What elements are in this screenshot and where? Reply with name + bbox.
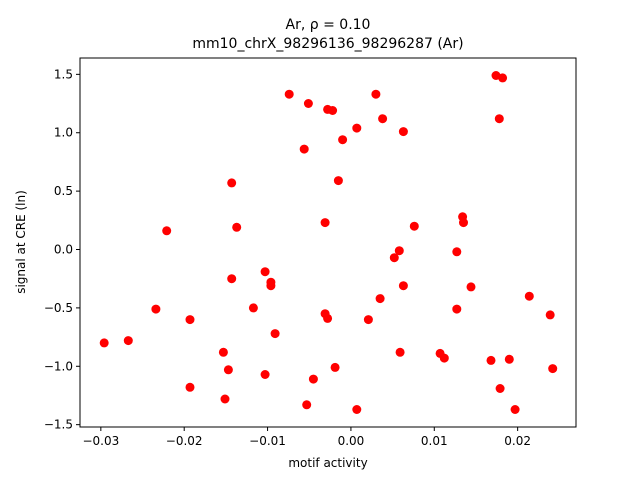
data-point	[378, 114, 388, 124]
data-point	[545, 310, 555, 320]
data-point	[123, 336, 133, 346]
y-tick-label: 1.5	[54, 67, 73, 81]
data-point	[452, 247, 462, 257]
chart-title-line-1: Ar, ρ = 0.10	[286, 17, 371, 33]
x-tick-label: 0.00	[338, 434, 365, 448]
data-point	[494, 114, 504, 124]
data-point	[363, 315, 373, 325]
data-point	[266, 281, 276, 291]
data-point	[320, 218, 330, 228]
data-point	[371, 89, 381, 99]
data-point	[223, 365, 233, 375]
data-point	[486, 355, 496, 365]
y-tick-label: 0.0	[54, 243, 73, 257]
data-point	[352, 405, 362, 414]
data-point	[394, 246, 404, 256]
data-point	[232, 222, 242, 232]
data-point	[495, 384, 505, 393]
data-point	[299, 144, 309, 154]
data-point	[227, 178, 237, 188]
y-tick-label: 0.5	[54, 184, 73, 198]
data-point	[439, 353, 449, 363]
data-point	[220, 394, 230, 404]
x-tick-label: 0.02	[504, 434, 531, 448]
x-axis-ticks: −0.03 −0.02 −0.01 0.00 0.01 0.02	[82, 427, 531, 448]
data-point	[504, 354, 514, 364]
x-tick-label: −0.03	[82, 434, 119, 448]
data-point	[395, 347, 405, 357]
data-point	[302, 400, 312, 410]
data-point	[260, 267, 270, 277]
data-point	[375, 294, 385, 304]
data-points	[99, 71, 558, 414]
data-point	[248, 303, 258, 313]
data-point	[333, 176, 343, 186]
data-point	[303, 99, 313, 108]
data-point	[409, 221, 419, 231]
x-tick-label: 0.01	[421, 434, 448, 448]
data-point	[452, 304, 462, 314]
data-point	[185, 382, 195, 392]
data-point	[338, 135, 348, 145]
data-point	[151, 304, 161, 314]
y-axis-label: signal at CRE (ln)	[14, 190, 28, 294]
data-point	[99, 338, 109, 348]
data-point	[323, 313, 333, 323]
data-point	[227, 274, 237, 284]
y-tick-label: −0.5	[44, 301, 73, 315]
data-point	[459, 218, 468, 228]
data-point	[389, 253, 399, 263]
data-point	[352, 123, 362, 133]
x-axis-label: motif activity	[288, 456, 367, 470]
data-point	[328, 106, 338, 115]
y-tick-label: −1.5	[44, 418, 73, 432]
data-point	[218, 347, 228, 357]
data-point	[260, 370, 270, 379]
data-point	[308, 374, 318, 384]
data-point	[498, 73, 508, 83]
data-point	[510, 405, 520, 414]
y-tick-label: −1.0	[44, 359, 73, 373]
data-point	[270, 329, 280, 339]
data-point	[524, 291, 534, 301]
x-tick-label: −0.01	[249, 434, 286, 448]
data-point	[548, 364, 558, 374]
data-point	[185, 315, 195, 325]
x-tick-label: −0.02	[166, 434, 203, 448]
y-axis-ticks: −1.5 −1.0 −0.5 0.0 0.5 1.0 1.5	[44, 67, 80, 432]
data-point	[398, 127, 408, 137]
data-point	[284, 89, 294, 99]
data-point	[330, 362, 340, 372]
data-point	[466, 282, 476, 292]
y-tick-label: 1.0	[54, 126, 73, 140]
chart-title-line-2: mm10_chrX_98296136_98296287 (Ar)	[192, 36, 463, 52]
data-point	[162, 226, 172, 236]
plot-area-frame	[79, 57, 577, 428]
data-point	[398, 281, 408, 291]
